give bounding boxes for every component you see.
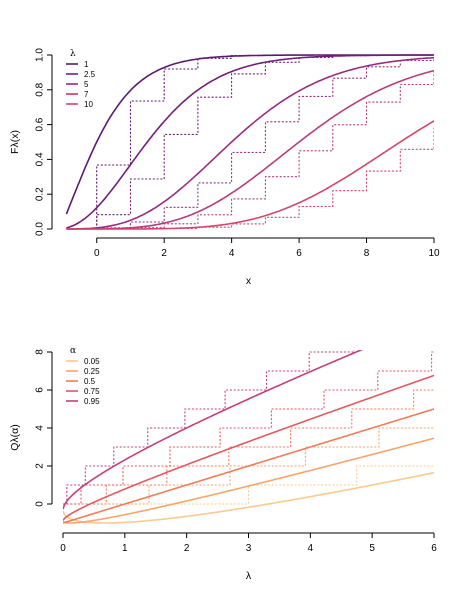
legend-entry: 0.95 bbox=[84, 397, 100, 406]
x-tick-label: 2 bbox=[161, 248, 167, 259]
legend-entry: 0.25 bbox=[84, 367, 100, 376]
x-tick-label: 0 bbox=[60, 543, 66, 554]
x-tick-label: 6 bbox=[431, 543, 437, 554]
series-smooth-line bbox=[63, 408, 434, 524]
legend-entry: 1 bbox=[84, 60, 89, 69]
series-step-line bbox=[63, 465, 434, 505]
series-smooth-line bbox=[66, 69, 434, 230]
x-tick-label: 6 bbox=[296, 248, 302, 259]
series-smooth-line bbox=[65, 54, 434, 215]
x-tick-label: 2 bbox=[184, 543, 190, 554]
series-smooth-line bbox=[66, 56, 434, 230]
legend: α 0.050.250.50.750.95 bbox=[66, 346, 100, 406]
series-smooth-line bbox=[63, 374, 434, 521]
y-tick-label: 0.8 bbox=[35, 82, 46, 96]
series-smooth-line bbox=[63, 471, 434, 524]
series-smooth-line bbox=[63, 350, 363, 510]
series-step-line bbox=[65, 71, 434, 230]
x-tick-label: 4 bbox=[308, 543, 314, 554]
x-tick-label: 1 bbox=[122, 543, 128, 554]
legend-title: α bbox=[70, 346, 76, 356]
y-tick-label: 2 bbox=[35, 463, 46, 469]
series-step-line bbox=[65, 56, 434, 230]
y-tick-label: 6 bbox=[35, 387, 46, 393]
y-tick-label: 1.0 bbox=[35, 48, 46, 62]
legend-entry: 10 bbox=[84, 100, 93, 109]
legend-entry: 0.05 bbox=[84, 357, 100, 366]
series-step-line bbox=[63, 389, 434, 505]
x-tick-label: 3 bbox=[246, 543, 252, 554]
y-tick-label: 0 bbox=[35, 501, 46, 507]
legend-entry: 5 bbox=[84, 80, 89, 89]
x-tick-label: 0 bbox=[94, 248, 100, 259]
series-step-line bbox=[63, 350, 355, 505]
x-tick-label: 5 bbox=[369, 543, 375, 554]
x-tick-label: 10 bbox=[428, 248, 440, 259]
series-step-line bbox=[65, 54, 434, 230]
x-axis-title: x bbox=[246, 275, 252, 287]
y-axis-title: Fλ(x) bbox=[9, 130, 21, 154]
series-smooth-line bbox=[66, 120, 434, 230]
series-step-line bbox=[65, 54, 434, 230]
y-axis-title: Qλ(α) bbox=[9, 424, 21, 450]
legend-entry: 0.75 bbox=[84, 387, 100, 396]
plot-area bbox=[63, 350, 434, 524]
legend-entry: 0.5 bbox=[84, 377, 96, 386]
x-axis-title: λ bbox=[246, 570, 252, 582]
y-tick-label: 4 bbox=[35, 425, 46, 431]
x-tick-label: 8 bbox=[364, 248, 370, 259]
y-tick-label: 8 bbox=[35, 349, 46, 355]
series-smooth-line bbox=[63, 437, 434, 524]
legend-entry: 2.5 bbox=[84, 70, 96, 79]
y-tick-label: 0.0 bbox=[35, 222, 46, 236]
y-tick-label: 0.6 bbox=[35, 117, 46, 131]
y-tick-label: 0.2 bbox=[35, 187, 46, 201]
panel-2: 0 1 2 3 4 5 6 0 2 4 6 8 λ Qλ(α) α 0.050.250.50.750.95 bbox=[9, 346, 437, 582]
legend-title: λ bbox=[70, 49, 76, 59]
series-step-line bbox=[63, 351, 434, 505]
series-smooth-line bbox=[66, 54, 434, 229]
legend-entry: 7 bbox=[84, 90, 89, 99]
plot-area bbox=[65, 54, 434, 230]
x-tick-label: 4 bbox=[229, 248, 235, 259]
y-tick-label: 0.4 bbox=[35, 152, 46, 166]
series-step-line bbox=[65, 127, 434, 230]
